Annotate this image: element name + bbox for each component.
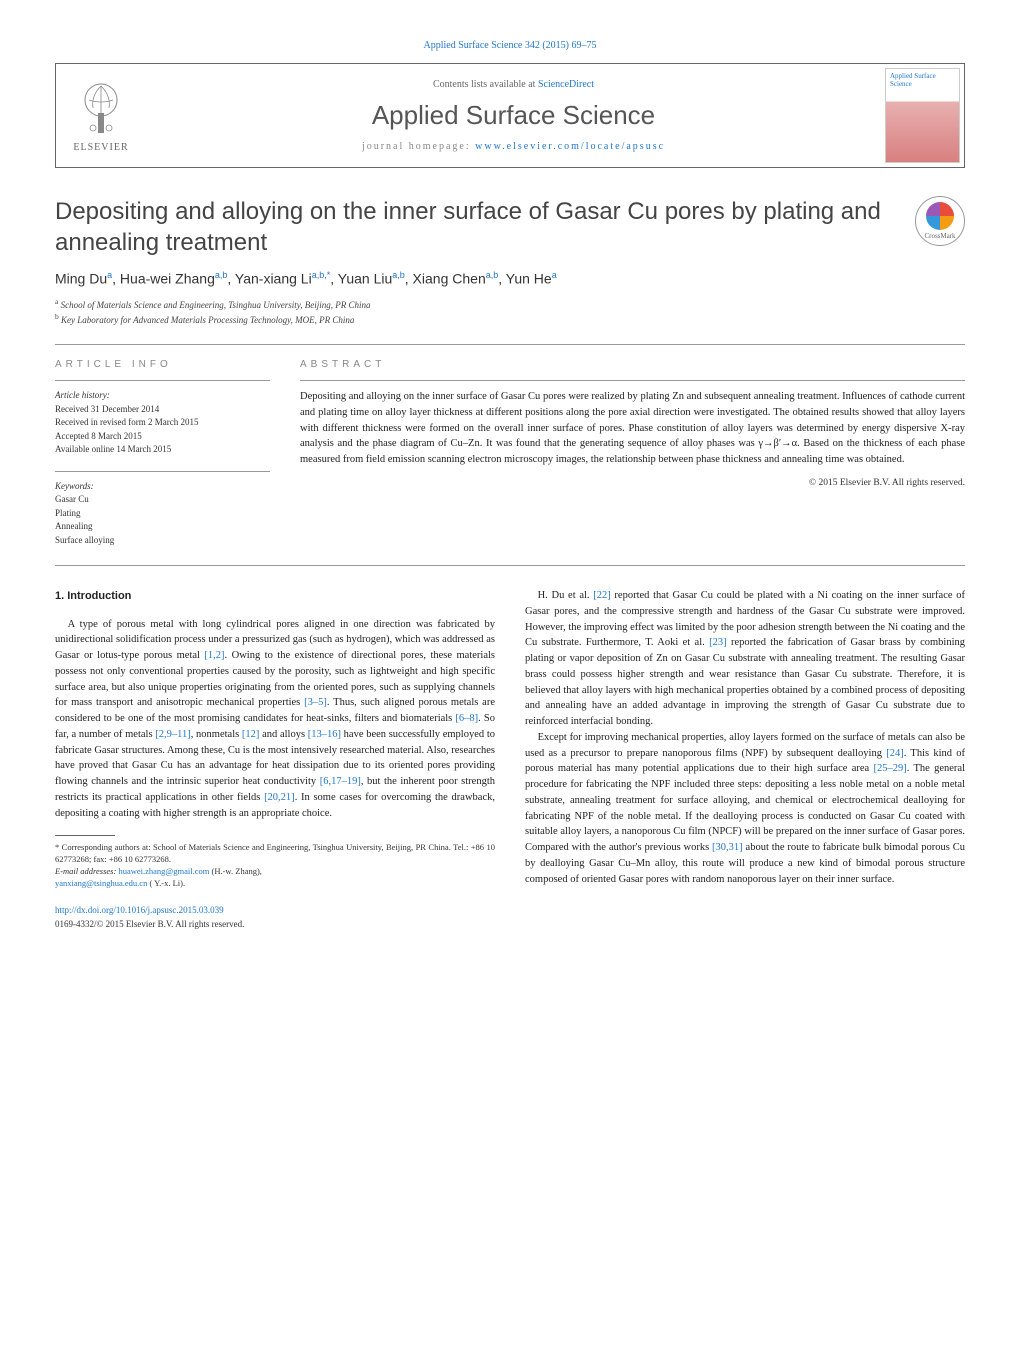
affiliations: a School of Materials Science and Engine… [55, 297, 965, 326]
abstract-text: Depositing and alloying on the inner sur… [300, 389, 965, 468]
body-column-right: H. Du et al. [22] reported that Gasar Cu… [525, 588, 965, 931]
corresponding-author-footnote: * Corresponding authors at: School of Ma… [55, 842, 495, 890]
issn-line: 0169-4332/© 2015 Elsevier B.V. All right… [55, 918, 495, 932]
contents-line: Contents lists available at ScienceDirec… [146, 79, 881, 90]
crossmark-badge[interactable]: CrossMark [915, 196, 965, 246]
meta-abstract-row: ARTICLE INFO Article history: Received 3… [55, 359, 965, 547]
abstract-column: ABSTRACT Depositing and alloying on the … [300, 359, 965, 547]
journal-homepage-line: journal homepage: www.elsevier.com/locat… [146, 141, 881, 152]
abstract-heading: ABSTRACT [300, 359, 965, 370]
email-label: E-mail addresses: [55, 866, 118, 876]
journal-name: Applied Surface Science [146, 100, 881, 131]
revised-date: Received in revised form 2 March 2015 [55, 416, 270, 430]
elsevier-label: ELSEVIER [73, 142, 128, 153]
keyword: Plating [55, 507, 270, 521]
page-container: Applied Surface Science 342 (2015) 69–75… [0, 0, 1020, 971]
elsevier-logo[interactable]: ELSEVIER [56, 66, 146, 166]
body-column-left: 1. Introduction A type of porous metal w… [55, 588, 495, 931]
cover-title: Applied Surface Science [890, 73, 955, 88]
email-line: E-mail addresses: huawei.zhang@gmail.com… [55, 866, 495, 878]
homepage-link[interactable]: www.elsevier.com/locate/apsusc [475, 141, 665, 152]
reference-link[interactable]: [2,9–11] [155, 729, 190, 740]
affiliation-b: b Key Laboratory for Advanced Materials … [55, 312, 965, 327]
doi-link[interactable]: http://dx.doi.org/10.1016/j.apsusc.2015.… [55, 905, 224, 915]
journal-header-box: ELSEVIER Contents lists available at Sci… [55, 63, 965, 168]
abstract-copyright: © 2015 Elsevier B.V. All rights reserved… [300, 478, 965, 488]
reference-link[interactable]: [22] [593, 590, 611, 601]
doi-line: http://dx.doi.org/10.1016/j.apsusc.2015.… [55, 904, 495, 918]
body-columns: 1. Introduction A type of porous metal w… [55, 588, 965, 931]
article-info-heading: ARTICLE INFO [55, 359, 270, 370]
intro-paragraph: A type of porous metal with long cylindr… [55, 617, 495, 822]
keywords-block: Keywords: Gasar Cu Plating Annealing Sur… [55, 480, 270, 548]
reference-link[interactable]: [6,17–19] [320, 776, 361, 787]
affiliation-a: a School of Materials Science and Engine… [55, 297, 965, 312]
keyword: Annealing [55, 520, 270, 534]
reference-link[interactable]: [23] [709, 637, 727, 648]
intro-paragraph: Except for improving mechanical properti… [525, 730, 965, 888]
article-title: Depositing and alloying on the inner sur… [55, 196, 895, 258]
email-who: ( Y.-x. Li). [147, 878, 185, 888]
reference-link[interactable]: [12] [242, 729, 260, 740]
header-center: Contents lists available at ScienceDirec… [146, 67, 881, 164]
reference-link[interactable]: [25–29] [873, 763, 906, 774]
keywords-label: Keywords: [55, 480, 270, 494]
divider [300, 380, 965, 381]
reference-link[interactable]: [6–8] [455, 713, 478, 724]
contents-prefix: Contents lists available at [433, 79, 538, 90]
elsevier-tree-icon [71, 78, 131, 138]
email-who: (H.-w. Zhang), [209, 866, 262, 876]
title-row: Depositing and alloying on the inner sur… [55, 196, 965, 258]
body-divider [55, 565, 965, 566]
email-line-2: yanxiang@tsinghua.edu.cn ( Y.-x. Li). [55, 878, 495, 890]
reference-link[interactable]: [1,2] [204, 650, 224, 661]
online-date: Available online 14 March 2015 [55, 443, 270, 457]
crossmark-label: CrossMark [924, 232, 955, 240]
reference-link[interactable]: [24] [886, 748, 904, 759]
journal-cover-thumbnail[interactable]: Applied Surface Science [885, 68, 960, 163]
email-link[interactable]: huawei.zhang@gmail.com [118, 866, 209, 876]
divider [55, 471, 270, 472]
received-date: Received 31 December 2014 [55, 403, 270, 417]
crossmark-icon [926, 202, 954, 230]
accepted-date: Accepted 8 March 2015 [55, 430, 270, 444]
keyword: Gasar Cu [55, 493, 270, 507]
article-info-column: ARTICLE INFO Article history: Received 3… [55, 359, 270, 547]
email-link[interactable]: yanxiang@tsinghua.edu.cn [55, 878, 147, 888]
divider [55, 344, 965, 345]
authors-line: Ming Dua, Hua-wei Zhanga,b, Yan-xiang Li… [55, 270, 965, 287]
corresponding-text: * Corresponding authors at: School of Ma… [55, 842, 495, 866]
homepage-prefix: journal homepage: [362, 141, 475, 152]
reference-link[interactable]: [30,31] [712, 842, 743, 853]
intro-paragraph: H. Du et al. [22] reported that Gasar Cu… [525, 588, 965, 730]
top-citation[interactable]: Applied Surface Science 342 (2015) 69–75 [55, 40, 965, 51]
reference-link[interactable]: [3–5] [304, 697, 327, 708]
intro-heading: 1. Introduction [55, 588, 495, 605]
history-label: Article history: [55, 389, 270, 403]
reference-link[interactable]: [13–16] [308, 729, 341, 740]
footnote-divider [55, 835, 115, 836]
divider [55, 380, 270, 381]
sciencedirect-link[interactable]: ScienceDirect [538, 79, 594, 90]
keyword: Surface alloying [55, 534, 270, 548]
article-history-block: Article history: Received 31 December 20… [55, 389, 270, 457]
reference-link[interactable]: [20,21] [264, 792, 295, 803]
